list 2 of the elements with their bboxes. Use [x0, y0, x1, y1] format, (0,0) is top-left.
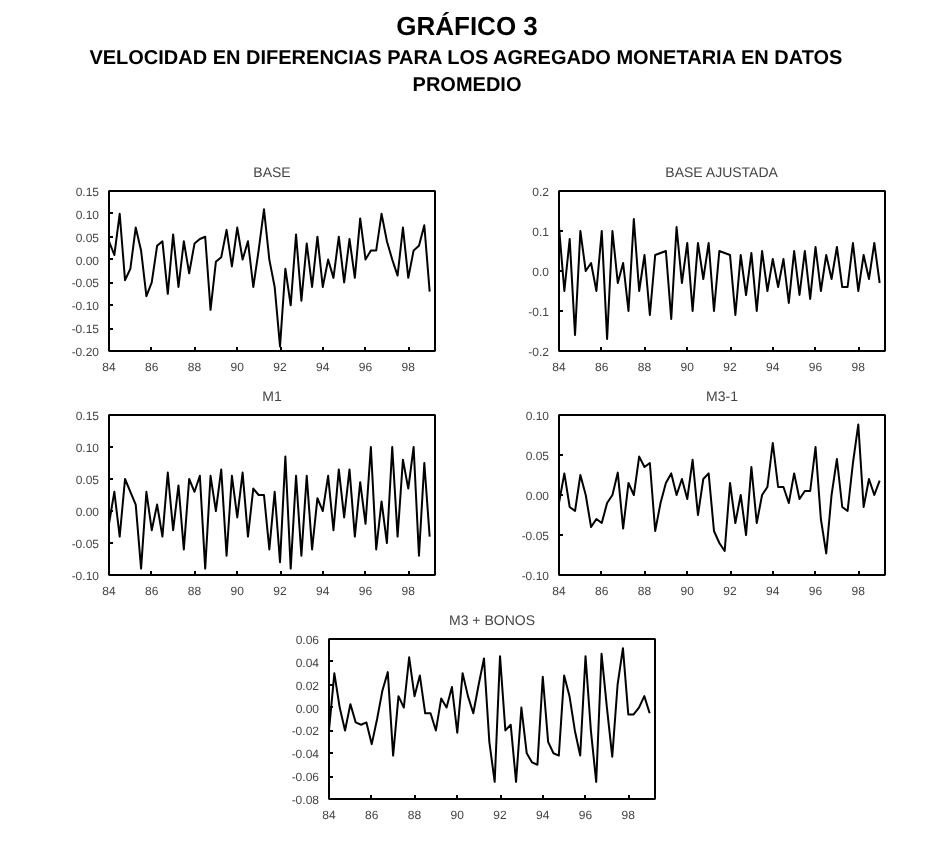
- text: GRÁFICO 3: [396, 10, 538, 41]
- text: VELOCIDAD EN DIFERENCIAS PARA LOS AGREGADO MONETARIA EN DATOS PROMEDIO: [89, 48, 844, 98]
